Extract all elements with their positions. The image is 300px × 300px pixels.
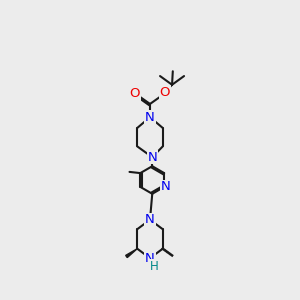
Text: N: N (147, 151, 157, 164)
Text: N: N (145, 111, 155, 124)
Polygon shape (126, 249, 137, 258)
Text: H: H (150, 260, 159, 273)
Text: N: N (145, 252, 155, 265)
Text: N: N (161, 180, 171, 194)
Text: O: O (130, 87, 140, 100)
Text: O: O (160, 86, 170, 99)
Text: N: N (145, 213, 155, 226)
